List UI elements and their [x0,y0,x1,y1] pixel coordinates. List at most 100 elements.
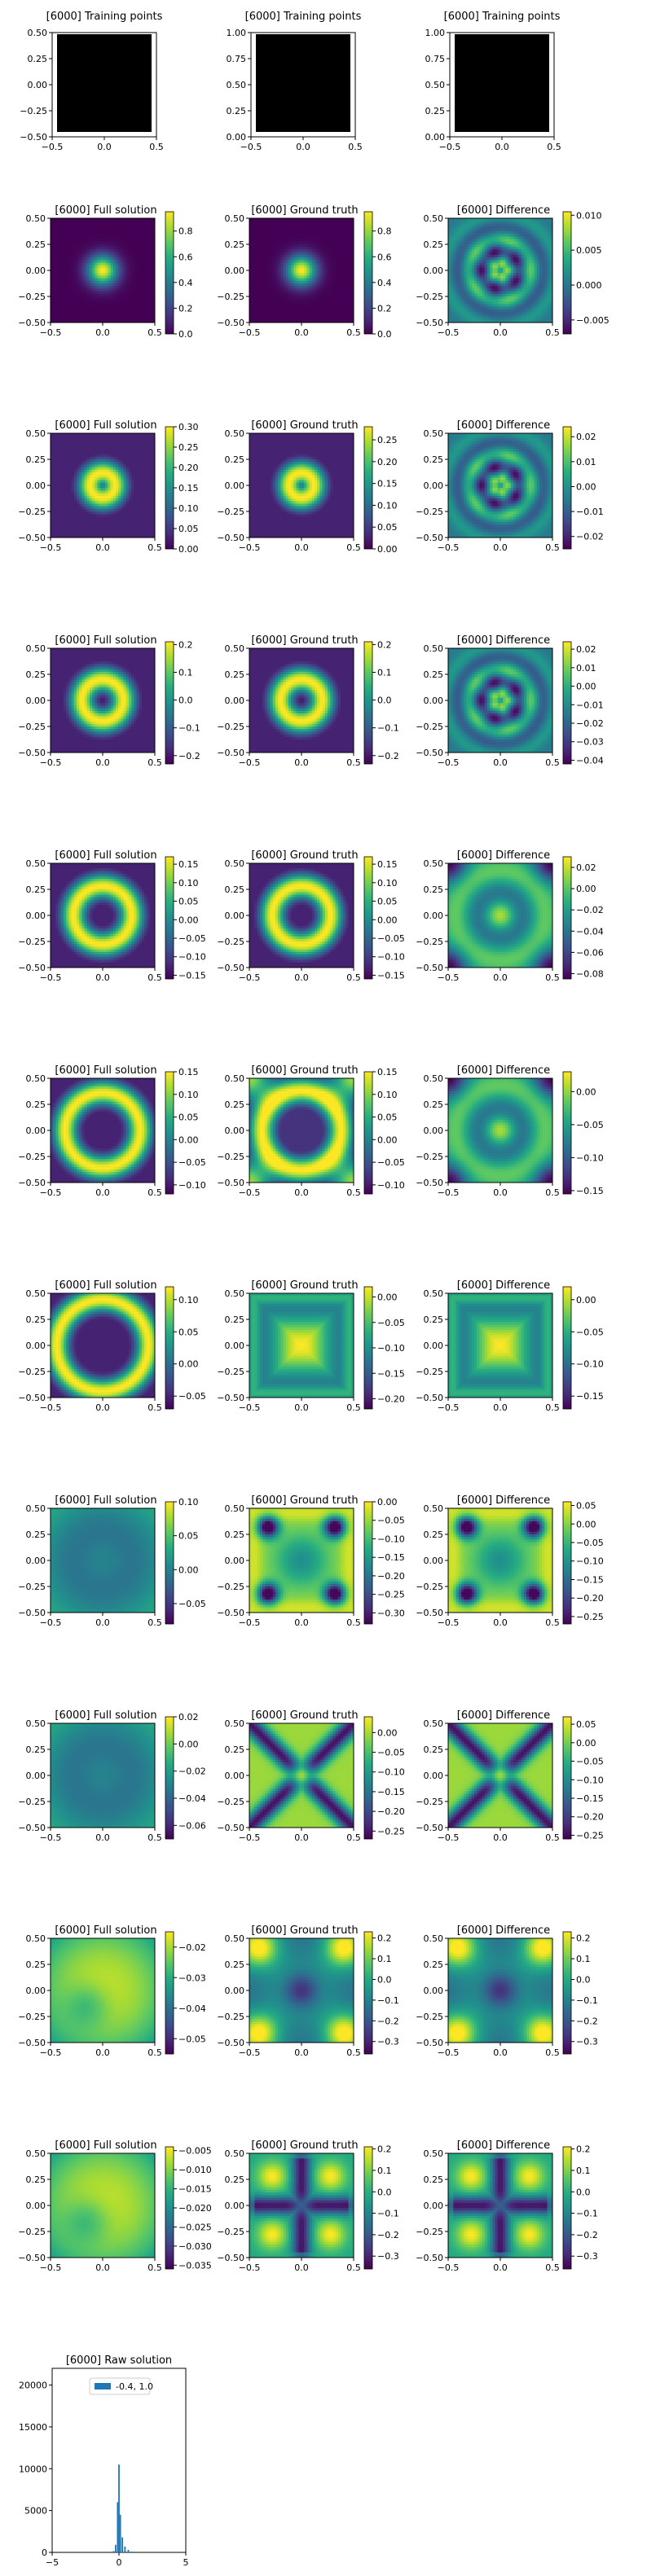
heatmap-cell [53,249,56,252]
heatmap-cell [61,275,64,279]
heatmap-cell [64,268,67,271]
heatmap-cell [77,226,80,230]
heatmap-cell [61,307,64,310]
heatmap-cell [51,249,54,252]
heatmap-cell [81,279,85,282]
heatmap-cell [59,273,62,276]
heatmap-cell [59,275,62,279]
heatmap-cell [92,281,95,284]
panel-title: [6000] Full solution [55,204,156,217]
heatmap-cell [72,309,75,313]
heatmap-cell [68,255,72,258]
heatmap-cell [77,283,80,287]
heatmap-cell [79,236,82,239]
heatmap-cell [61,299,64,302]
heatmap-cell [74,292,77,295]
heatmap-cell [68,268,72,271]
heatmap-cell [64,218,67,222]
heatmap-cell [85,292,88,295]
heatmap-cell [72,244,75,248]
heatmap-cell [81,296,85,300]
heatmap-cell [64,288,67,292]
heatmap-cell [72,262,75,265]
heatmap-cell [66,309,69,313]
heatmap-cell [64,255,67,258]
heatmap-cell [59,299,62,302]
heatmap-cell [61,244,64,248]
heatmap-cell [64,221,67,224]
heatmap-cell [81,247,85,250]
x-tick-label: −0.5 [240,142,262,152]
heatmap-cell [77,249,80,252]
training-points-cloud [455,34,549,132]
heatmap-cell [64,292,67,295]
heatmap-cell [74,318,77,321]
heatmap-cell [51,234,54,237]
heatmap-cell [77,236,80,239]
heatmap-cell [79,226,82,230]
heatmap-cell [51,223,54,226]
heatmap-cell [66,273,69,276]
heatmap-cell [55,265,59,269]
heatmap-cell [72,226,75,230]
panel-title: [6000] Training points [245,11,362,23]
heatmap-cell [61,294,64,297]
heatmap-cell [77,279,80,282]
heatmap-cell [90,226,93,230]
heatmap-cell [77,255,80,258]
heatmap-cell [59,292,62,295]
heatmap-cell [68,301,72,305]
heatmap-cell [72,242,75,245]
heatmap-cell [87,218,90,222]
heatmap-cell [61,229,64,232]
heatmap-cell [95,260,98,263]
heatmap-cell [87,292,90,295]
heatmap-cell [85,244,88,248]
heatmap-cell [81,268,85,271]
heatmap-cell [92,218,95,222]
heatmap-cell [51,265,54,269]
heatmap-cell [79,247,82,250]
heatmap-cell [92,283,95,287]
heatmap-cell [66,288,69,292]
heatmap-cell [66,221,69,224]
heatmap-cell [66,231,69,235]
heatmap-cell [98,244,101,248]
heatmap-cell [79,299,82,302]
heatmap-cell [87,231,90,235]
heatmap-cell [51,262,54,265]
x-tick-label: 0.0 [296,142,310,152]
heatmap-cell [87,244,90,248]
heatmap-cell [81,231,85,235]
heatmap-cell [53,260,56,263]
heatmap-cell [85,262,88,265]
heatmap-cell [77,270,80,274]
heatmap-cell [55,229,59,232]
heatmap-cell [92,286,95,289]
heatmap-cell [53,229,56,232]
heatmap-cell [92,244,95,248]
heatmap-cell [53,275,56,279]
heatmap-cell [55,226,59,230]
heatmap-cell [90,242,93,245]
heatmap-cell [98,234,101,237]
heatmap-cell [72,305,75,308]
heatmap-cell [61,242,64,245]
heatmap-cell [66,262,69,265]
heatmap-cell [51,255,54,258]
heatmap-cell [68,279,72,282]
heatmap-cell [55,255,59,258]
heatmap-cell [98,236,101,239]
heatmap-cell [55,247,59,250]
heatmap-cell [87,312,90,315]
heatmap-cell [81,286,85,289]
heatmap-cell [55,301,59,305]
heatmap-cell [85,260,88,263]
heatmap-cell [72,312,75,315]
heatmap-cell [68,236,72,239]
heatmap-cell [90,279,93,282]
heatmap-cell [59,247,62,250]
heatmap-cell [53,301,56,305]
heatmap-cell [90,231,93,235]
heatmap-cell [77,239,80,243]
